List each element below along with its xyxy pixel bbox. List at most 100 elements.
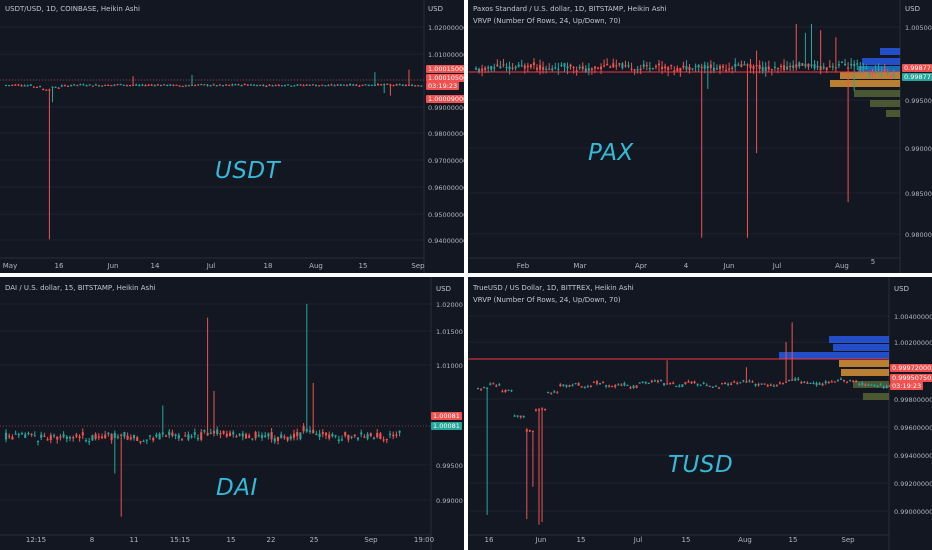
tusd-x-tick: Sep — [841, 536, 855, 544]
tusd-price-tag: 0.99972000 — [890, 364, 932, 372]
candle-body — [225, 84, 228, 86]
candle-body — [605, 385, 608, 387]
candle-body — [836, 380, 839, 382]
tusd-indicator-label: VRVP (Number Of Rows, 24, Up/Down, 70) — [473, 296, 621, 304]
pax-panel[interactable]: Paxos Standard / U.S. dollar, 1D, BITSTA… — [468, 0, 932, 273]
candle-body — [187, 434, 190, 440]
candle-body — [395, 84, 398, 86]
candle-body — [392, 84, 395, 87]
pax-chart[interactable] — [468, 0, 932, 273]
candle-body — [23, 85, 26, 87]
tusd-axis-unit: USD — [894, 285, 909, 293]
candle-body — [181, 85, 184, 88]
tusd-x-tick: Jun — [535, 536, 547, 544]
candle-body — [289, 436, 292, 440]
candle-body — [369, 433, 372, 437]
tusd-y-tick: 1.00400000 — [894, 313, 932, 321]
candle-body — [641, 381, 644, 383]
pax-y-tick: 1.00500 — [905, 24, 932, 32]
candle-body — [286, 436, 289, 441]
candle-body — [612, 63, 615, 68]
usdt-x-tick: 18 — [263, 262, 273, 270]
candle-body — [222, 431, 225, 434]
dai-x-tick: 19:00 — [413, 536, 435, 544]
candle-body — [868, 72, 871, 75]
candle-body — [32, 86, 35, 88]
volume-profile-bar — [880, 48, 900, 55]
candle-body — [706, 66, 709, 69]
candle-body — [11, 436, 14, 440]
candle-body — [664, 66, 667, 69]
usdt-chart[interactable] — [0, 0, 464, 273]
candle-body — [621, 63, 624, 69]
candle-body — [372, 437, 376, 439]
candle-body — [277, 84, 280, 87]
tusd-chart[interactable] — [468, 277, 932, 550]
candle-body — [737, 64, 740, 66]
candle-body — [30, 433, 33, 435]
candle-body — [43, 435, 46, 437]
usdt-price-tag: 1.00010500 — [426, 74, 464, 82]
candle-body — [305, 84, 308, 86]
candle-body — [627, 65, 630, 67]
candle-body — [684, 382, 687, 384]
candle-body — [150, 84, 153, 86]
pax-big-label: PAX — [588, 140, 634, 166]
candle-body — [797, 378, 800, 380]
dai-y-tick: 0.99000 — [436, 497, 463, 505]
candle-body — [502, 64, 505, 66]
tusd-panel[interactable]: TrueUSD / US Dollar, 1D, BITTREX, Heikin… — [468, 277, 932, 550]
dai-x-tick: 12:15 — [25, 536, 47, 544]
tusd-y-tick: 0.99200000 — [894, 480, 932, 488]
candle-body — [356, 437, 360, 440]
candle-body — [171, 432, 174, 436]
candle-body — [110, 85, 113, 87]
candle-body — [321, 84, 324, 86]
candle-body — [382, 439, 385, 441]
candle-body — [841, 61, 843, 63]
candle-body — [65, 436, 68, 439]
candle-body — [104, 434, 107, 439]
candle-body — [581, 66, 584, 70]
dai-big-label: DAI — [216, 475, 258, 501]
volume-profile-bar — [854, 90, 900, 97]
candle-body — [116, 84, 119, 86]
candle-body — [76, 84, 79, 87]
dai-chart[interactable] — [0, 277, 464, 550]
dai-x-tick: Sep — [364, 536, 378, 544]
candle-body — [132, 434, 136, 439]
candle-body — [36, 441, 40, 443]
candle-body — [542, 66, 545, 70]
usdt-panel[interactable]: USDT/USD, 1D, COINBASE, Heikin Ashi USDT… — [0, 0, 464, 273]
candle-body — [642, 64, 645, 67]
candle-body — [42, 89, 45, 91]
candle-body — [40, 434, 43, 438]
candle-body — [158, 433, 161, 440]
usdt-price-tag: 1.00015000 — [426, 65, 464, 73]
candle-body — [712, 67, 715, 71]
candle-body — [846, 381, 849, 383]
dai-x-tick: 22 — [266, 536, 276, 544]
candle-body — [525, 429, 528, 432]
candle-body — [620, 384, 623, 386]
candle-body — [126, 435, 129, 440]
pax-price-tag: 0.99877 — [902, 64, 932, 72]
candle-body — [11, 84, 14, 87]
candle-body — [557, 68, 560, 70]
candle-body — [392, 434, 395, 437]
tusd-y-tick: 0.99800000 — [894, 396, 932, 404]
candle-body — [815, 382, 818, 386]
volume-profile-bar — [779, 352, 889, 359]
candle-body — [819, 65, 822, 71]
candle-body — [203, 429, 206, 432]
candle-body — [553, 391, 556, 393]
candle-body — [334, 435, 337, 437]
candle-body — [70, 85, 73, 87]
candle-body — [232, 432, 235, 435]
volume-profile-bar — [870, 100, 900, 107]
pax-y-tick: 0.99500 — [905, 97, 932, 105]
candle-body — [595, 381, 598, 384]
dai-panel[interactable]: DAI / U.S. dollar, 15, BITSTAMP, Heikin … — [0, 277, 464, 550]
candle-body — [609, 66, 612, 68]
candle-body — [554, 67, 557, 69]
